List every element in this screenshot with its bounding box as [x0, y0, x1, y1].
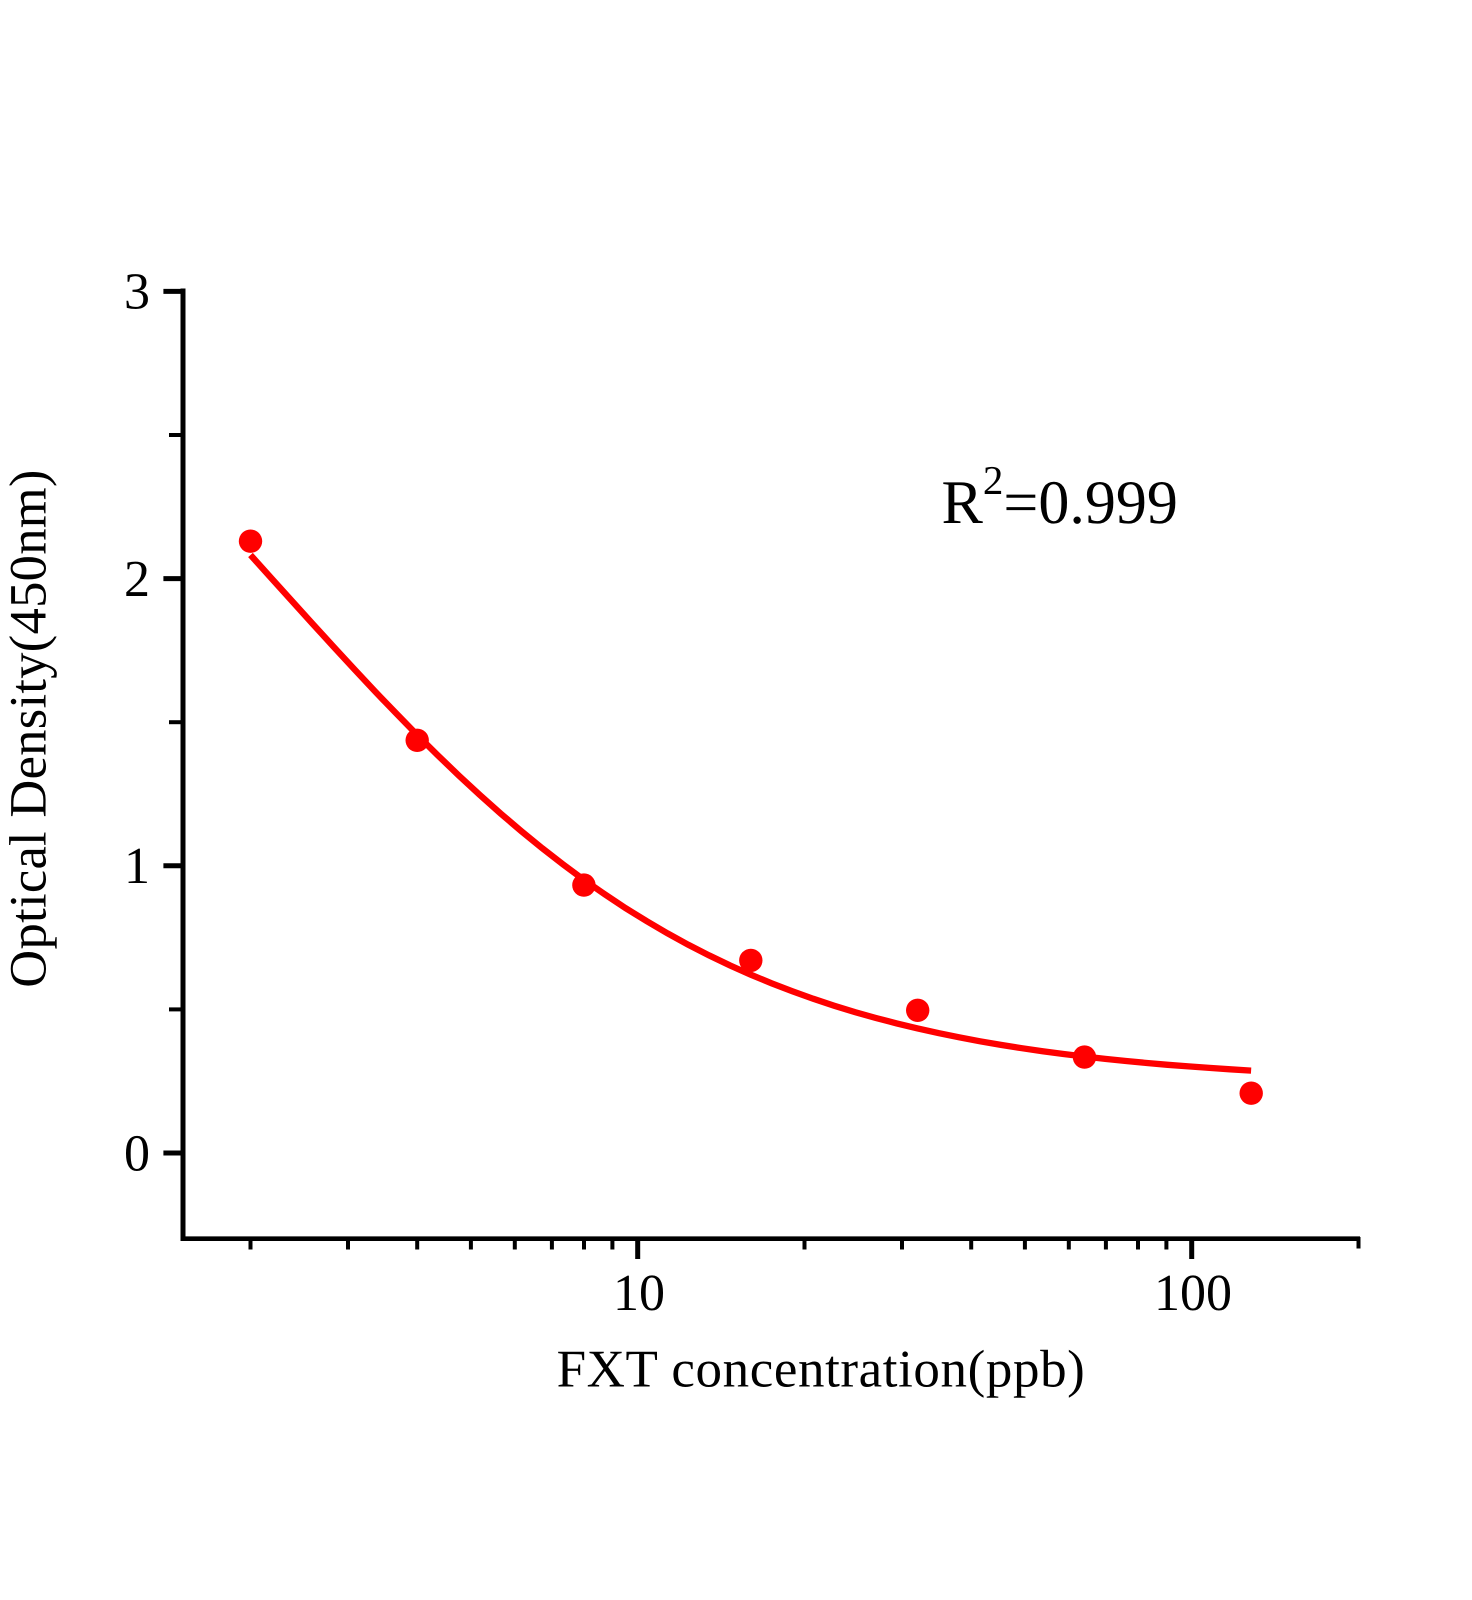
svg-text:1: 1: [124, 838, 150, 895]
svg-text:Optical Density(450nm): Optical Density(450nm): [0, 469, 58, 987]
svg-text:R2=0.999: R2=0.999: [942, 457, 1178, 537]
svg-text:3: 3: [124, 264, 150, 321]
svg-text:FXT concentration(ppb): FXT concentration(ppb): [557, 1341, 1086, 1399]
svg-text:0: 0: [124, 1125, 150, 1182]
svg-text:10: 10: [613, 1265, 665, 1322]
svg-text:100: 100: [1154, 1265, 1232, 1322]
svg-text:2: 2: [124, 551, 150, 608]
